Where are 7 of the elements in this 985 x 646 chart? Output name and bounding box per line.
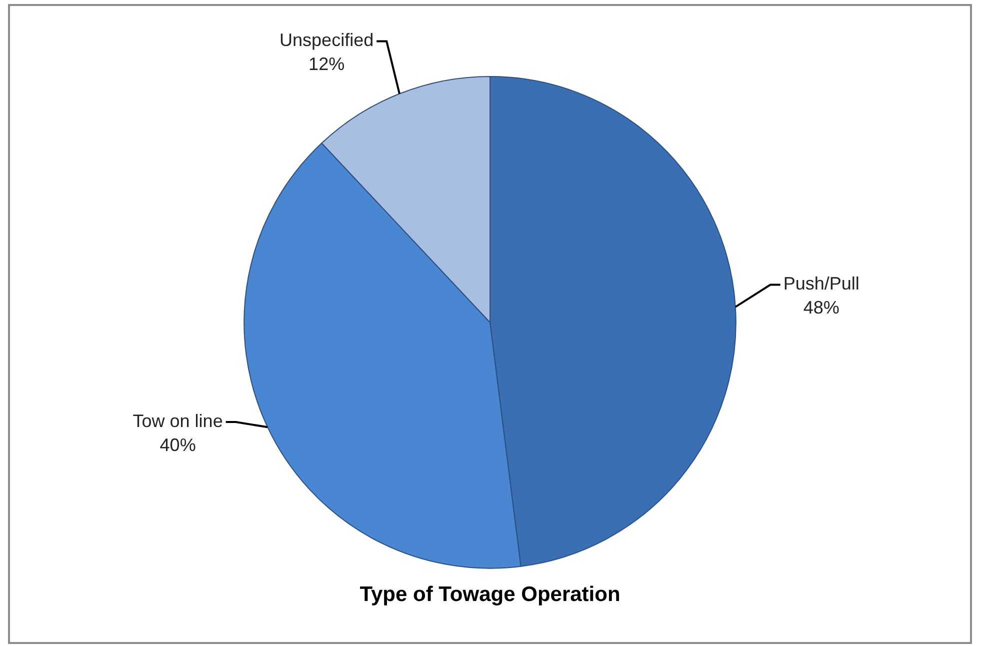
data-label: 48% [803, 298, 840, 318]
text: Type of Towage Operation [360, 583, 620, 606]
slice-label: Push/Pull [783, 274, 860, 294]
data-label: 40% [160, 434, 196, 455]
data-label: 12% [308, 54, 345, 74]
slice-label: Tow on line [132, 410, 223, 431]
slice-label: Unspecified [280, 30, 374, 50]
